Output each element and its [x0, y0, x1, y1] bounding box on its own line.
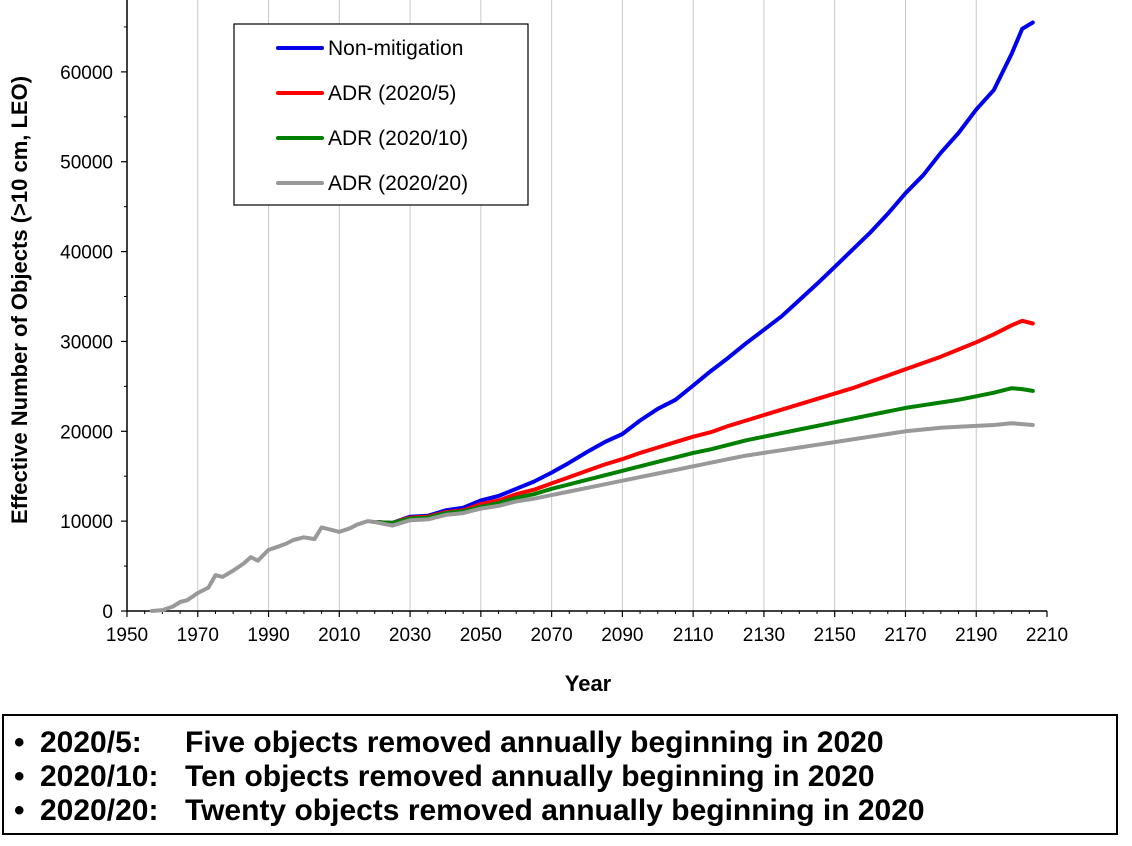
x-tick-label: 1990 — [247, 625, 289, 646]
x-tick-label: 2150 — [814, 625, 856, 646]
legend-label: ADR (2020/20) — [328, 172, 468, 195]
y-tick-label: 30000 — [60, 332, 113, 353]
x-tick-label: 2090 — [601, 625, 643, 646]
bullet: • — [14, 726, 25, 759]
notes-box: • 2020/5: Five objects removed annually … — [2, 714, 1118, 835]
legend-label: ADR (2020/10) — [328, 127, 468, 150]
note-text: Twenty objects removed annually beginnin… — [185, 794, 925, 827]
series-line-0 — [372, 20, 1035, 525]
note-code: 2020/10: — [40, 760, 159, 793]
y-tick-label: 20000 — [60, 422, 113, 443]
x-tick-label: 1970 — [177, 625, 219, 646]
x-axis-title: Year — [565, 671, 612, 696]
legend: Non-mitigation ADR (2020/5) ADR (2020/10) A… — [233, 23, 529, 206]
x-tick-label: 2070 — [530, 625, 572, 646]
legend-label: ADR (2020/5) — [328, 82, 456, 105]
note-item: • 2020/10: Ten objects removed annually … — [14, 760, 1116, 794]
legend-label: Non-mitigation — [328, 37, 463, 60]
series-line-3 — [372, 421, 1035, 528]
x-tick-label: 2170 — [884, 625, 926, 646]
x-tick-label: 2210 — [1026, 625, 1068, 646]
x-tick-label: 2130 — [743, 625, 785, 646]
series-lines — [149, 20, 1035, 613]
legend-box — [233, 23, 529, 206]
line-chart: 1950 1970 1990 2010 2030 2050 2070 2090 2110 2130… — [7, 0, 1068, 696]
y-axis-title: Effective Number of Objects (>10 cm, LEO… — [7, 76, 32, 524]
axes — [121, 0, 1048, 617]
x-tick-label: 2010 — [318, 625, 360, 646]
x-tick-label: 2190 — [955, 625, 997, 646]
x-tick-label: 1950 — [106, 625, 148, 646]
y-tick-label: 60000 — [60, 63, 113, 84]
x-tick-label: 2110 — [673, 625, 714, 646]
x-tick-label: 2030 — [389, 625, 431, 646]
note-code: 2020/20: — [40, 794, 159, 827]
note-text: Ten objects removed annually beginning i… — [185, 760, 875, 793]
note-item: • 2020/5: Five objects removed annually … — [14, 726, 1116, 760]
series-line-2 — [372, 386, 1035, 525]
y-tick-label: 0 — [102, 602, 113, 623]
note-code: 2020/5: — [40, 726, 142, 759]
y-tick-labels: 0 10000 20000 30000 40000 50000 60000 — [60, 63, 113, 623]
historical-line — [149, 519, 377, 613]
bullet: • — [14, 760, 25, 793]
x-tick-label: 2050 — [460, 625, 502, 646]
y-tick-label: 50000 — [60, 153, 113, 174]
note-text: Five objects removed annually beginning … — [185, 726, 884, 759]
y-tick-label: 10000 — [60, 512, 113, 533]
series-line-1 — [372, 318, 1035, 525]
note-item: • 2020/20: Twenty objects removed annual… — [14, 794, 1116, 828]
bullet: • — [14, 794, 25, 827]
x-tick-labels: 1950 1970 1990 2010 2030 2050 2070 2090 2110 2130… — [106, 625, 1068, 646]
y-tick-label: 40000 — [60, 243, 113, 264]
